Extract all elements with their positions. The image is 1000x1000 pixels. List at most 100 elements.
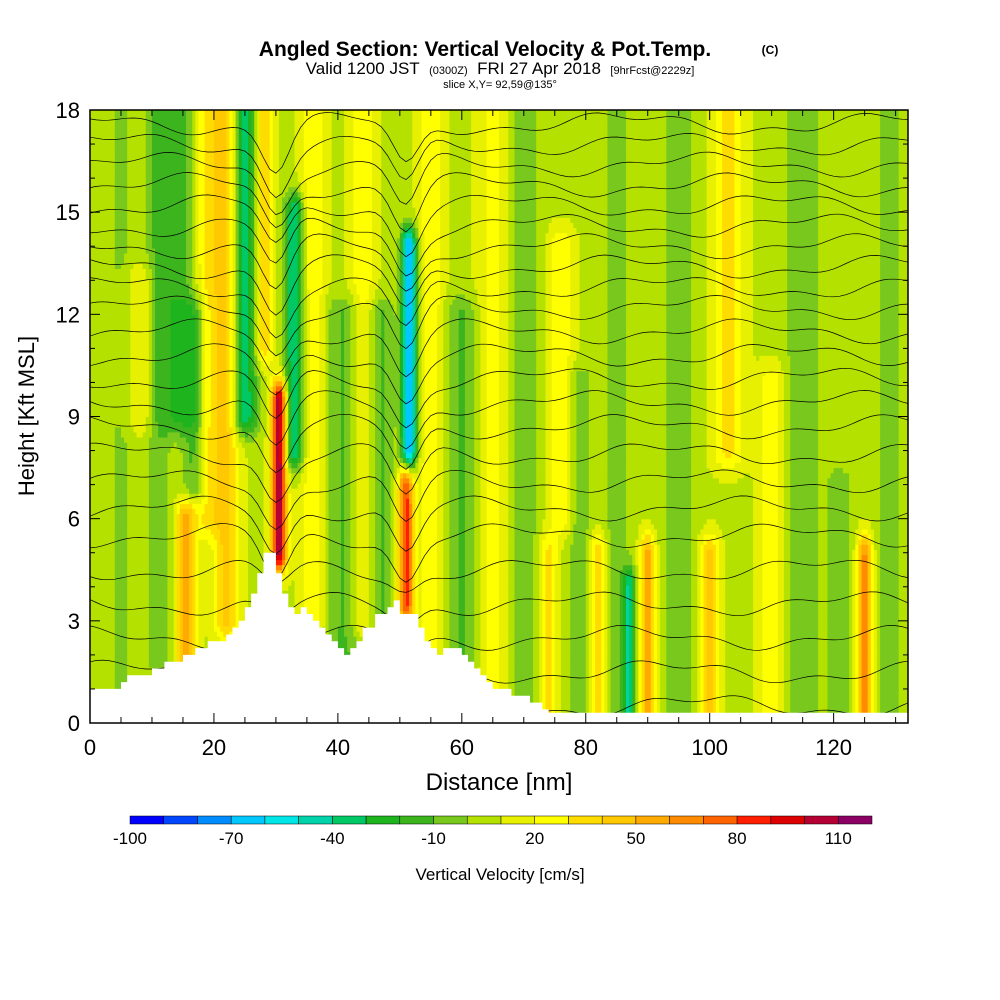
velocity-cell: [102, 585, 107, 591]
velocity-cell: [111, 682, 116, 688]
velocity-cell: [133, 498, 138, 504]
velocity-cell: [114, 513, 119, 520]
velocity-cell: [145, 646, 150, 653]
velocity-cell: [90, 242, 94, 249]
velocity-cell: [117, 539, 122, 545]
velocity-cell: [145, 263, 150, 269]
velocity-cell: [155, 324, 159, 331]
velocity-cell: [136, 222, 141, 229]
velocity-cell: [155, 559, 159, 566]
velocity-cell: [151, 620, 156, 627]
velocity-cell: [155, 636, 159, 642]
velocity-cell: [102, 615, 107, 622]
velocity-cell: [117, 329, 122, 336]
velocity-cell: [158, 528, 162, 535]
velocity-cell: [158, 651, 162, 658]
velocity-cell: [142, 360, 147, 367]
velocity-cell: [161, 135, 165, 142]
velocity-cell: [114, 191, 119, 198]
velocity-cell: [105, 237, 110, 244]
velocity-cell: [155, 625, 159, 632]
velocity-cell: [155, 253, 159, 259]
velocity-cell: [130, 411, 134, 418]
velocity-cell: [155, 283, 159, 290]
velocity-cell: [145, 201, 150, 208]
velocity-cell: [148, 299, 153, 305]
velocity-cell: [105, 145, 110, 152]
velocity-cell: [108, 421, 113, 428]
velocity-cell: [102, 513, 107, 520]
velocity-cell: [90, 406, 94, 412]
velocity-cell: [164, 309, 169, 315]
velocity-cell: [117, 150, 122, 157]
velocity-cell: [105, 130, 110, 137]
velocity-cell: [96, 207, 100, 213]
velocity-cell: [170, 390, 175, 397]
velocity-cell: [90, 191, 94, 198]
velocity-cell: [105, 355, 110, 361]
velocity-cell: [167, 482, 172, 489]
velocity-cell: [133, 431, 138, 438]
velocity-cell: [130, 600, 134, 607]
velocity-cell: [90, 503, 94, 510]
velocity-cell: [151, 396, 156, 402]
velocity-cell: [133, 656, 138, 663]
velocity-cell: [93, 569, 97, 576]
velocity-cell: [96, 610, 100, 617]
velocity-cell: [99, 641, 103, 647]
velocity-cell: [139, 477, 144, 484]
velocity-cell: [105, 390, 110, 397]
velocity-cell: [124, 155, 128, 162]
velocity-cell: [145, 365, 150, 372]
velocity-cell: [155, 554, 159, 561]
velocity-cell: [167, 590, 172, 596]
velocity-cell: [124, 620, 128, 627]
velocity-cell: [142, 442, 147, 448]
velocity-cell: [124, 339, 128, 346]
velocity-cell: [133, 666, 138, 673]
velocity-cell: [114, 344, 119, 351]
velocity-cell: [114, 671, 119, 678]
velocity-cell: [142, 299, 147, 305]
velocity-cell: [164, 110, 169, 116]
velocity-cell: [161, 631, 165, 637]
velocity-cell: [136, 145, 141, 152]
velocity-cell: [108, 329, 113, 336]
velocity-cell: [124, 436, 128, 443]
velocity-cell: [124, 161, 128, 167]
velocity-cell: [151, 436, 156, 443]
velocity-cell: [167, 278, 172, 285]
velocity-cell: [99, 590, 103, 596]
velocity-cell: [142, 278, 147, 285]
velocity-cell: [148, 385, 153, 392]
velocity-cell: [164, 396, 169, 402]
velocity-cell: [158, 615, 162, 622]
velocity-cell: [96, 677, 100, 683]
velocity-cell: [130, 375, 134, 382]
velocity-cell: [145, 467, 150, 474]
velocity-cell: [136, 135, 141, 142]
velocity-cell: [164, 559, 169, 566]
velocity-cell: [139, 549, 144, 556]
velocity-cell: [170, 375, 175, 382]
velocity-cell: [158, 212, 162, 218]
velocity-cell: [158, 314, 162, 321]
velocity-cell: [158, 355, 162, 361]
velocity-cell: [139, 610, 144, 617]
velocity-cell: [139, 135, 144, 142]
velocity-cell: [136, 431, 141, 438]
velocity-cell: [102, 416, 107, 423]
velocity-cell: [111, 625, 116, 632]
velocity-cell: [133, 324, 138, 331]
velocity-cell: [142, 585, 147, 591]
velocity-cell: [114, 523, 119, 530]
velocity-cell: [151, 595, 156, 601]
velocity-cell: [139, 196, 144, 203]
velocity-cell: [133, 232, 138, 239]
velocity-cell: [102, 462, 107, 469]
velocity-cell: [127, 350, 131, 356]
velocity-cell: [124, 176, 128, 183]
velocity-cell: [151, 559, 156, 566]
velocity-cell: [136, 452, 141, 458]
velocity-cell: [158, 646, 162, 653]
